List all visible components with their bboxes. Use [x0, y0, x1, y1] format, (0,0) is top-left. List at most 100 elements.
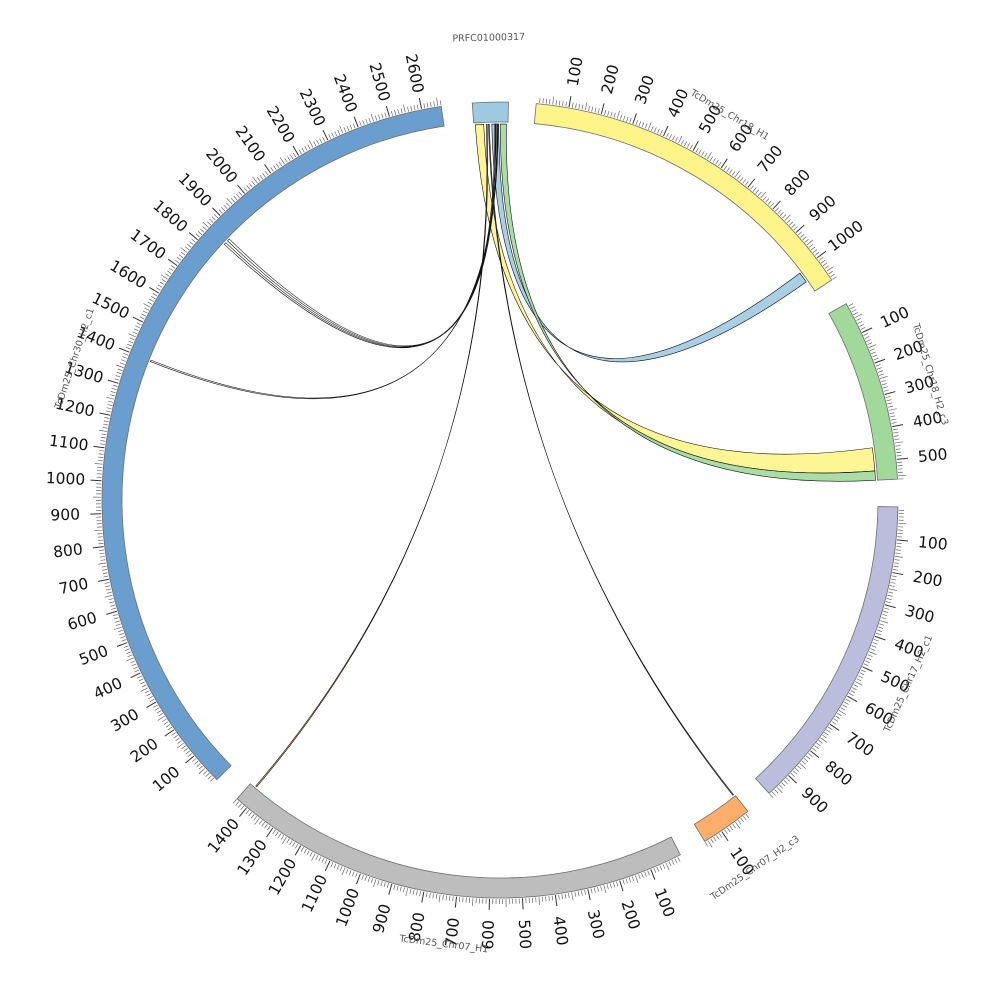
tick-label: 200: [617, 898, 643, 932]
tick-label: 100: [878, 303, 912, 332]
minor-tick: [126, 651, 132, 655]
minor-tick: [337, 129, 341, 135]
minor-tick: [309, 851, 313, 857]
tick-label: 500: [917, 445, 948, 466]
minor-tick: [882, 613, 888, 617]
minor-tick: [840, 707, 846, 711]
minor-tick: [647, 870, 650, 876]
minor-tick: [752, 187, 757, 192]
tick-label: 100: [917, 533, 948, 554]
link-tcdm25-chr18-h2-c3: [475, 124, 876, 474]
minor-tick: [872, 354, 878, 358]
minor-tick: [187, 243, 192, 248]
minor-tick: [712, 158, 716, 163]
minor-tick: [250, 814, 255, 819]
minor-tick: [542, 98, 544, 104]
major-tick: [212, 207, 221, 216]
minor-tick: [99, 443, 105, 445]
minor-tick: [857, 321, 863, 324]
minor-tick: [211, 216, 216, 221]
minor-tick: [206, 221, 212, 226]
minor-tick: [117, 368, 123, 372]
minor-tick: [795, 768, 800, 772]
minor-tick: [226, 202, 230, 207]
major-tick: [874, 358, 886, 364]
minor-tick: [631, 876, 635, 882]
minor-tick: [895, 445, 901, 447]
minor-tick: [203, 770, 208, 775]
minor-tick: [641, 872, 644, 878]
minor-tick: [101, 565, 107, 568]
minor-tick: [816, 742, 821, 747]
major-tick: [149, 287, 160, 294]
minor-tick: [797, 765, 802, 770]
minor-tick: [341, 867, 346, 876]
major-tick: [237, 184, 245, 194]
minor-tick: [123, 353, 129, 356]
minor-tick: [734, 170, 740, 178]
tick-label: 900: [806, 192, 840, 225]
tick-label: 700: [843, 729, 878, 761]
segment-tcdm25-chr18-h2-c3[interactable]: [828, 303, 898, 481]
major-tick: [896, 457, 908, 460]
minor-tick: [742, 179, 747, 184]
minor-tick: [886, 598, 892, 600]
minor-tick: [98, 562, 107, 565]
minor-tick: [100, 556, 106, 558]
minor-tick: [864, 336, 870, 339]
minor-tick: [142, 310, 148, 314]
minor-tick: [879, 623, 885, 626]
minor-tick: [196, 763, 201, 768]
link-tcdm25-chr07-h1: [255, 123, 489, 788]
major-tick: [294, 845, 302, 856]
minor-tick: [706, 152, 712, 160]
minor-tick: [786, 777, 791, 782]
minor-tick: [626, 116, 629, 122]
minor-tick: [565, 101, 567, 107]
minor-tick: [99, 549, 105, 551]
segment-prfc01000317[interactable]: [471, 101, 509, 124]
minor-tick: [246, 185, 250, 190]
minor-tick: [157, 715, 165, 721]
minor-tick: [895, 448, 901, 450]
minor-tick: [681, 139, 684, 145]
minor-tick: [886, 399, 892, 402]
minor-tick: [842, 704, 847, 708]
minor-tick: [848, 303, 854, 307]
segment-tcdm25-chr07-h1[interactable]: [236, 783, 681, 899]
minor-tick: [129, 337, 135, 341]
minor-tick: [891, 578, 897, 581]
minor-tick: [139, 316, 145, 320]
minor-tick: [300, 847, 304, 852]
minor-tick: [144, 307, 150, 311]
minor-tick: [161, 278, 167, 283]
segment-tcdm25-chr18-h1[interactable]: [533, 103, 833, 292]
minor-tick: [346, 125, 350, 131]
minor-tick: [880, 620, 889, 624]
tick-label: 100: [149, 763, 183, 796]
minor-tick: [336, 864, 340, 870]
tick-label: 800: [405, 911, 428, 943]
segment-tcdm25-chr07-h2-c3[interactable]: [693, 795, 749, 842]
minor-tick: [704, 842, 709, 847]
minor-tick: [863, 333, 869, 336]
minor-tick: [698, 149, 702, 155]
major-tick: [322, 129, 329, 141]
minor-tick: [893, 431, 899, 434]
minor-tick: [890, 418, 896, 421]
minor-tick: [558, 100, 561, 106]
major-tick: [90, 479, 102, 482]
minor-tick: [704, 152, 708, 158]
minor-tick: [801, 760, 806, 765]
major-tick: [721, 831, 729, 842]
minor-tick: [891, 422, 897, 424]
segment-tcdm25-chr30-h2-c1[interactable]: [101, 105, 445, 781]
minor-tick: [472, 898, 474, 907]
minor-tick: [334, 131, 338, 137]
minor-tick: [762, 196, 767, 201]
segment-tcdm25-chr17-h2-c1[interactable]: [754, 506, 899, 794]
minor-tick: [243, 187, 248, 192]
major-tick: [185, 755, 195, 764]
minor-tick: [858, 675, 863, 679]
tick-label: 2100: [231, 123, 268, 166]
